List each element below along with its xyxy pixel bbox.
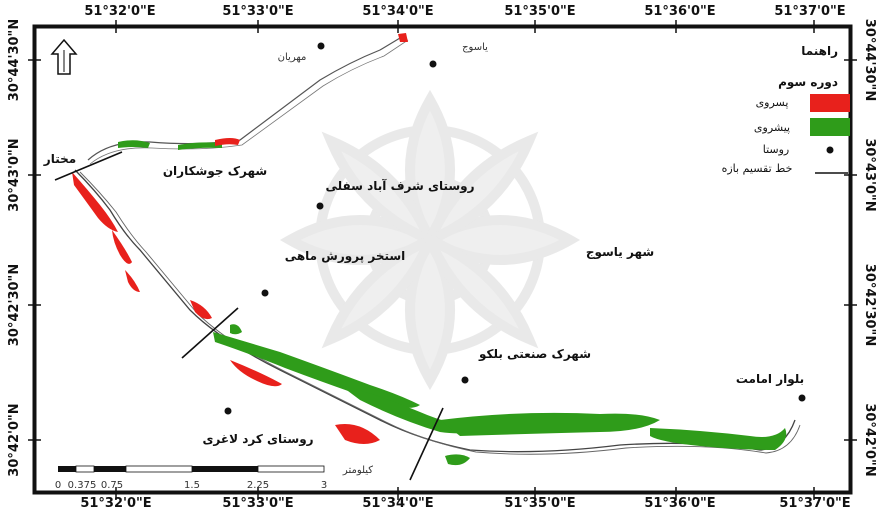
village-markers [224, 42, 806, 415]
top-coord-label: 51°35'0"E [504, 4, 575, 19]
bottom-coord-label: 51°32'0"E [80, 496, 151, 511]
top-coord-label: 51°33'0"E [222, 4, 293, 19]
place-label-yasuj-village: یاسوج [462, 42, 488, 53]
bottom-coord-label: 51°36'0"E [644, 496, 715, 511]
river-channel [72, 33, 801, 466]
top-coord-label: 51°32'0"E [84, 4, 155, 19]
legend-label-progression: پیشروی [754, 121, 790, 134]
place-label-kord-laghari: روستای کرد لاغری [202, 432, 313, 447]
legend-period: دوره سوم [778, 75, 838, 90]
bottom-coord-label: 51°37'0"E [779, 496, 850, 511]
legend: راهنما دوره سوم پسروی پیشروی روستا خط تق… [722, 44, 850, 175]
left-coord-label: 30°42'0"N [7, 403, 22, 476]
bottom-coord-label: 51°33'0"E [222, 496, 293, 511]
place-label-mehriyan: مهریان [278, 52, 307, 63]
scale-tick: 0.75 [101, 480, 123, 491]
left-coord-label: 30°42'30"N [7, 264, 22, 346]
bottom-coord-label: 51°34'0"E [362, 496, 433, 511]
legend-label-regression: پسروی [756, 96, 789, 109]
legend-label-village: روستا [763, 143, 790, 156]
scale-tick: 2.25 [247, 480, 269, 491]
watermark-rosette-icon [279, 89, 581, 391]
scale-tick: 0.375 [68, 480, 97, 491]
legend-swatch-progression [810, 118, 850, 136]
top-coord-label: 51°36'0"E [644, 4, 715, 19]
scale-tick: 3 [321, 480, 327, 491]
scale-unit: کیلومتر [342, 465, 373, 476]
place-label-shahrak-sanati: شهرک صنعتی بلکو [478, 347, 591, 362]
place-label-mokhtar: مختار [43, 152, 76, 166]
place-label-shahrak-joshkaran: شهرک جوشکاران [163, 164, 267, 179]
top-coord-label: 51°34'0"E [362, 4, 433, 19]
place-label-bolvar-emamat: بلوار امامت [736, 372, 804, 387]
reach-division-lines [54, 151, 444, 481]
bottom-coord-label: 51°35'0"E [504, 496, 575, 511]
legend-swatch-regression [810, 94, 850, 112]
top-coord-label: 51°37'0"E [774, 4, 845, 19]
scale-tick: 1.5 [184, 480, 200, 491]
right-coord-label: 30°42'0"N [862, 403, 877, 476]
place-label-sharafabad-sofla: روستای شرف آباد سفلی [325, 178, 474, 194]
map-frame [33, 25, 852, 494]
scale-tick: 0 [55, 480, 61, 491]
place-label-shahr-yasuj: شهر یاسوج [586, 245, 654, 260]
place-label-estakhr-mahi: استخر پرورش ماهی [285, 249, 406, 264]
left-coord-label: 30°43'0"N [7, 138, 22, 211]
right-coord-label: 30°44'30"N [862, 19, 877, 101]
left-coord-label: 30°44'30"N [7, 19, 22, 101]
legend-title: راهنما [801, 44, 838, 58]
north-arrow-icon [50, 38, 78, 75]
right-coord-label: 30°42'30"N [862, 264, 877, 346]
scale-bar: کیلومتر 0 0.375 0.75 1.5 2.25 3 [55, 465, 373, 491]
legend-village-dot-icon [826, 146, 834, 154]
right-coord-label: 30°43'0"N [862, 138, 877, 211]
legend-label-division: خط تقسیم بازه [722, 162, 793, 175]
